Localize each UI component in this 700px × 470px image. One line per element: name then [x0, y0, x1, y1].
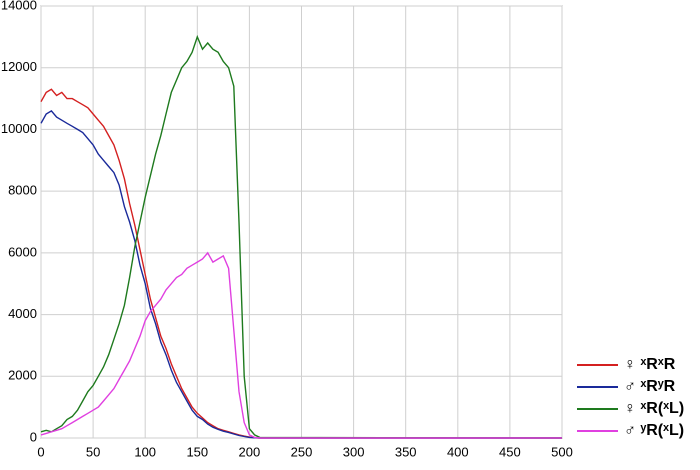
- y-tick-label: 10000: [1, 121, 37, 136]
- y-tick-label: 2000: [8, 368, 37, 383]
- y-tick-label: 8000: [8, 183, 37, 198]
- y-tick-label: 6000: [8, 244, 37, 259]
- legend-label: ♂ ʸR(ˣL): [624, 422, 684, 439]
- legend-label: ♀ ˣRˣR: [624, 356, 676, 373]
- series-line: [40, 251, 562, 439]
- y-tick-label: 0: [30, 429, 37, 444]
- y-tick-label: 14000: [1, 0, 37, 12]
- x-tick-label: 500: [551, 444, 573, 459]
- x-tick-label: 0: [37, 444, 44, 459]
- x-tick-label: 200: [239, 444, 261, 459]
- series-line: [40, 34, 563, 439]
- x-tick-label: 450: [499, 444, 521, 459]
- x-tick-label: 350: [395, 444, 417, 459]
- x-tick-label: 400: [447, 444, 469, 459]
- x-tick-label: 50: [86, 444, 100, 459]
- x-tick-label: 250: [291, 444, 313, 459]
- x-tick-label: 150: [186, 444, 208, 459]
- y-tick-label: 4000: [8, 306, 37, 321]
- series-line: [40, 109, 562, 439]
- x-tick-label: 300: [343, 444, 365, 459]
- x-tick-label: 100: [134, 444, 156, 459]
- legend-label: ♀ ˣR(ˣL): [624, 400, 684, 417]
- y-tick-label: 12000: [1, 59, 37, 74]
- legend-label: ♂ ˣRʸR: [624, 378, 676, 395]
